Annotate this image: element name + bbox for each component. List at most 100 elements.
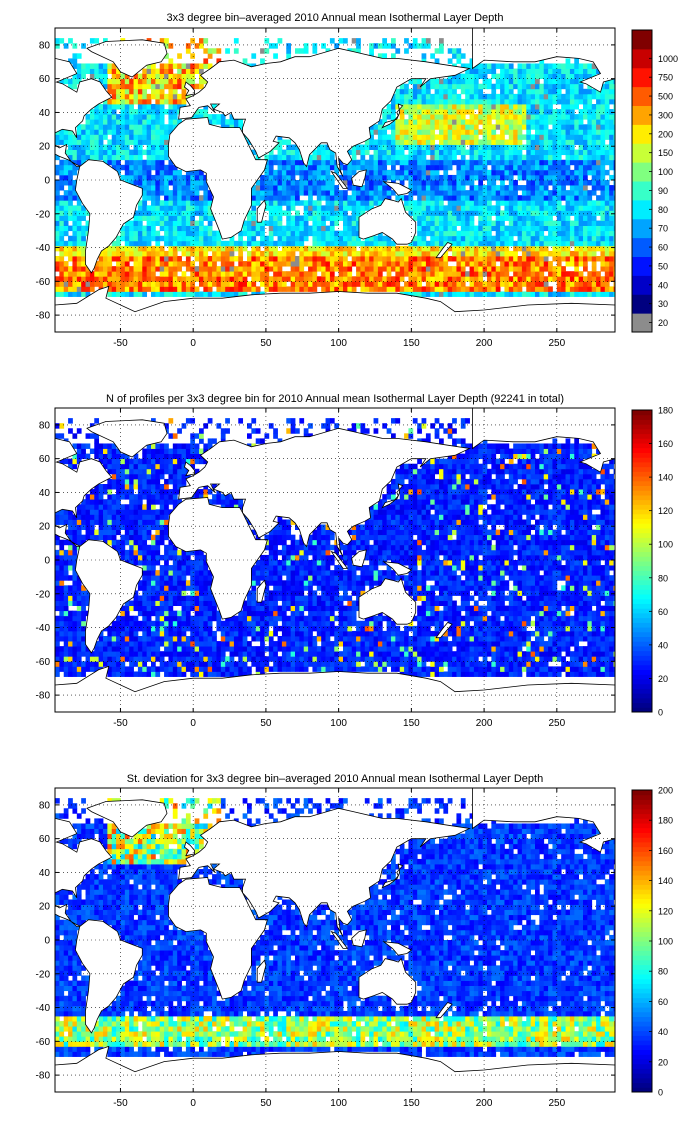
bin-cell (425, 220, 431, 226)
bin-cell (129, 250, 134, 257)
bin-cell (613, 104, 615, 110)
bin-cell (181, 261, 187, 267)
bin-cell (569, 114, 575, 120)
bin-cell (465, 656, 470, 662)
bin-cell (334, 240, 340, 247)
bin-cell (146, 261, 152, 267)
bin-cell (55, 185, 60, 191)
bin-cell (103, 78, 108, 85)
bin-cell (207, 281, 213, 287)
bin-cell (452, 174, 457, 181)
bin-cell (578, 195, 584, 201)
bin-cell (425, 276, 431, 282)
bin-cell (596, 124, 601, 130)
bin-cell (517, 78, 523, 85)
bin-cell (159, 124, 165, 130)
bin-cell (329, 174, 335, 181)
bin-cell (452, 210, 457, 216)
bin-cell (613, 169, 615, 176)
bin-cell (146, 666, 152, 672)
bin-cell (596, 195, 601, 201)
bin-cell (504, 256, 510, 262)
bin-cell (591, 240, 597, 247)
bin-cell (255, 656, 261, 662)
bin-cell (137, 78, 143, 85)
bin-cell (561, 93, 566, 100)
bin-cell (404, 245, 409, 252)
bin-cell (172, 124, 178, 130)
bin-cell (504, 119, 510, 125)
bin-cell (242, 261, 248, 267)
bin-cell (129, 666, 134, 672)
bin-cell (295, 210, 300, 216)
bin-cell (425, 195, 431, 201)
bin-cell (556, 83, 562, 90)
bin-cell (308, 250, 313, 257)
bin-cell (465, 73, 470, 80)
bin-cell (255, 185, 261, 191)
bin-cell (68, 164, 73, 171)
bin-cell (439, 671, 444, 677)
bin-cell (98, 154, 104, 161)
bin-cell (482, 129, 488, 135)
bin-cell (181, 180, 187, 186)
bin-cell (273, 661, 278, 667)
bin-cell (482, 159, 488, 166)
bin-cell (456, 180, 462, 186)
bin-cell (68, 651, 73, 657)
bin-cell (569, 235, 575, 242)
bin-cell (508, 88, 514, 95)
bin-cell (290, 661, 296, 667)
bin-cell (552, 235, 558, 242)
colorbar-segment (632, 67, 652, 88)
bin-cell (473, 256, 479, 262)
bin-cell (72, 185, 78, 191)
bin-cell (137, 119, 143, 125)
bin-cell (513, 114, 518, 120)
bin-cell (343, 271, 348, 277)
bin-cell (142, 159, 148, 166)
bin-cell (238, 656, 244, 662)
bin-cell (526, 230, 532, 237)
bin-cell (146, 276, 152, 282)
bin-cell (89, 73, 95, 80)
bin-cell (273, 245, 278, 252)
bin-cell (408, 134, 414, 140)
bin-cell (268, 43, 274, 49)
colorbar-tick-label: 20 (658, 318, 668, 328)
bin-cell (321, 195, 326, 201)
bin-cell (116, 256, 121, 262)
bin-cell (364, 190, 370, 196)
bin-cell (55, 215, 60, 221)
bin-cell (500, 271, 505, 277)
bin-cell (412, 185, 418, 191)
bin-cell (447, 256, 453, 262)
bin-cell (229, 661, 235, 667)
bin-cell (312, 149, 318, 156)
bin-cell (212, 235, 217, 242)
bin-cell (517, 83, 523, 90)
bin-cell (495, 139, 501, 145)
bin-cell (491, 235, 497, 242)
bin-cell (151, 134, 156, 140)
bin-cell (155, 93, 161, 100)
bin-cell (500, 230, 505, 237)
bin-cell (495, 661, 501, 667)
bin-cell (89, 286, 95, 292)
bin-cell (290, 656, 296, 662)
bin-cell (129, 220, 134, 226)
bin-cell (277, 230, 283, 237)
bin-cell (587, 230, 593, 237)
bin-cell (303, 261, 309, 267)
bin-cell (76, 149, 82, 156)
bin-cell (76, 250, 82, 257)
bin-cell (447, 119, 453, 125)
bin-cell (55, 38, 60, 44)
bin-cell (273, 195, 278, 201)
bin-cell (233, 240, 239, 247)
bin-cell (59, 266, 65, 272)
bin-cell (303, 256, 309, 262)
bin-cell (281, 661, 287, 667)
bin-cell (155, 134, 161, 140)
bin-cell (591, 671, 597, 677)
